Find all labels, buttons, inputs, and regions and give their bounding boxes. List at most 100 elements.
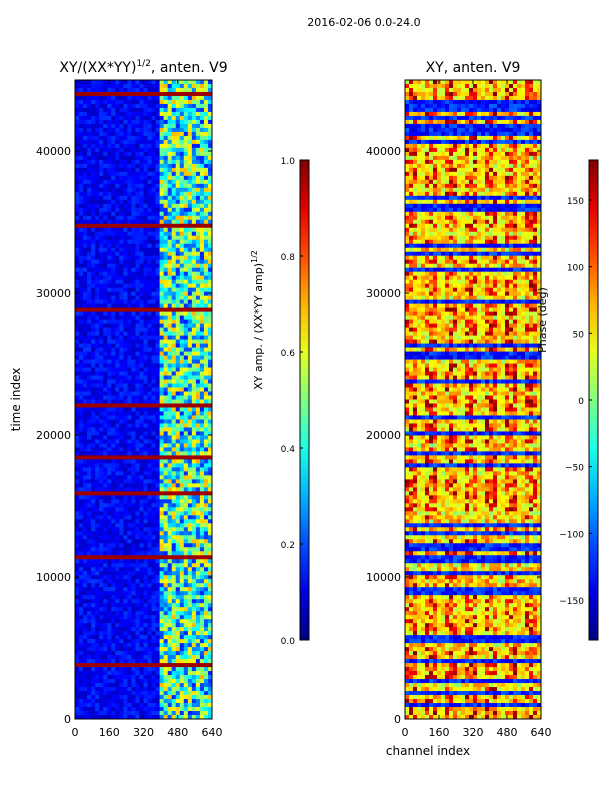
heatmap-cell bbox=[195, 639, 201, 644]
heatmap-cell bbox=[183, 399, 189, 404]
heatmap-cell bbox=[143, 631, 149, 636]
heatmap-cell bbox=[123, 275, 128, 281]
heatmap-cell bbox=[175, 103, 181, 109]
heatmap-cell bbox=[187, 239, 193, 245]
heatmap-cell bbox=[147, 311, 153, 317]
heatmap-cell bbox=[127, 619, 132, 624]
heatmap-cell bbox=[111, 559, 116, 564]
heatmap-cell bbox=[103, 495, 108, 500]
heatmap-cell bbox=[103, 291, 108, 297]
heatmap-cell bbox=[111, 315, 116, 321]
heatmap-cell bbox=[91, 567, 96, 572]
heatmap-cell bbox=[87, 279, 92, 285]
heatmap-cell bbox=[99, 579, 104, 584]
heatmap-cell bbox=[187, 531, 193, 536]
heatmap-cell bbox=[167, 275, 173, 281]
heatmap-cell bbox=[83, 351, 88, 357]
heatmap-cell bbox=[151, 575, 157, 580]
heatmap-cell bbox=[83, 563, 88, 568]
heatmap-cell bbox=[195, 223, 201, 229]
heatmap-cell bbox=[171, 655, 177, 660]
heatmap-cell bbox=[91, 447, 96, 452]
heatmap-cell bbox=[167, 463, 173, 468]
heatmap-cell bbox=[131, 291, 136, 297]
heatmap-cell bbox=[75, 591, 80, 596]
heatmap-cell bbox=[135, 455, 140, 460]
heatmap-cell bbox=[143, 303, 149, 309]
heatmap-cell bbox=[191, 631, 197, 636]
heatmap-cell bbox=[195, 575, 201, 580]
heatmap-cell bbox=[163, 343, 169, 349]
heatmap-cell bbox=[115, 275, 120, 281]
heatmap-cell bbox=[199, 591, 205, 596]
heatmap-cell bbox=[99, 543, 104, 548]
heatmap-cell bbox=[119, 615, 124, 620]
heatmap-cell bbox=[151, 119, 157, 125]
heatmap-cell bbox=[199, 311, 205, 317]
heatmap-cell bbox=[79, 575, 84, 580]
heatmap-cell bbox=[147, 283, 153, 289]
heatmap-cell bbox=[155, 103, 161, 109]
heatmap-cell bbox=[111, 171, 116, 177]
heatmap-cell bbox=[151, 343, 157, 349]
heatmap-cell bbox=[139, 207, 144, 213]
heatmap-cell bbox=[179, 271, 185, 277]
heatmap-cell bbox=[123, 647, 128, 652]
heatmap-cell bbox=[103, 571, 108, 576]
heatmap-cell bbox=[207, 175, 212, 181]
heatmap-cell bbox=[135, 635, 140, 640]
heatmap-cell bbox=[107, 631, 112, 636]
heatmap-cell bbox=[127, 563, 132, 568]
heatmap-cell bbox=[191, 591, 197, 596]
heatmap-cell bbox=[175, 651, 181, 656]
heatmap-cell bbox=[163, 563, 169, 568]
heatmap-cell bbox=[203, 443, 209, 448]
heatmap-cell bbox=[103, 471, 108, 476]
heatmap-cell bbox=[123, 411, 128, 416]
heatmap-cell bbox=[91, 587, 96, 592]
heatmap-cell bbox=[135, 527, 140, 532]
heatmap-cell bbox=[135, 643, 140, 648]
heatmap-cell bbox=[131, 543, 136, 548]
heatmap-cell bbox=[207, 255, 212, 261]
heatmap-cell bbox=[75, 615, 80, 620]
heatmap-cell bbox=[103, 363, 108, 369]
heatmap-cell bbox=[159, 215, 165, 221]
heatmap-cell bbox=[143, 463, 149, 468]
heatmap-cell bbox=[87, 263, 92, 269]
heatmap-cell bbox=[135, 487, 140, 492]
heatmap-cell bbox=[139, 423, 144, 428]
heatmap-cell bbox=[103, 279, 108, 285]
heatmap-cell bbox=[179, 455, 185, 460]
heatmap-cell bbox=[155, 415, 161, 420]
heatmap-cell bbox=[199, 343, 205, 349]
heatmap-cell bbox=[99, 243, 104, 249]
heatmap-cell bbox=[99, 203, 104, 209]
heatmap-cell bbox=[127, 655, 132, 660]
heatmap-cell bbox=[159, 343, 165, 349]
heatmap-cell bbox=[115, 559, 120, 564]
heatmap-cell bbox=[191, 619, 197, 624]
heatmap-cell bbox=[163, 383, 169, 389]
heatmap-cell bbox=[195, 331, 201, 337]
heatmap-cell bbox=[87, 111, 92, 117]
heatmap-cell bbox=[179, 371, 185, 377]
heatmap-cell bbox=[83, 347, 88, 353]
heatmap-cell bbox=[83, 543, 88, 548]
heatmap-cell bbox=[191, 403, 197, 408]
heatmap-cell bbox=[107, 635, 112, 640]
heatmap-cell bbox=[127, 503, 132, 508]
heatmap-cell bbox=[167, 467, 173, 472]
heatmap-cell bbox=[171, 491, 177, 496]
heatmap-cell bbox=[151, 519, 157, 524]
heatmap-cell bbox=[151, 203, 157, 209]
heatmap-cell bbox=[127, 151, 132, 157]
heatmap-cell bbox=[143, 479, 149, 484]
heatmap-cell bbox=[199, 499, 205, 504]
heatmap-cell bbox=[91, 335, 96, 341]
heatmap-cell bbox=[199, 191, 205, 197]
heatmap-cell bbox=[183, 311, 189, 317]
heatmap-cell bbox=[127, 599, 132, 604]
heatmap-cell bbox=[151, 503, 157, 508]
